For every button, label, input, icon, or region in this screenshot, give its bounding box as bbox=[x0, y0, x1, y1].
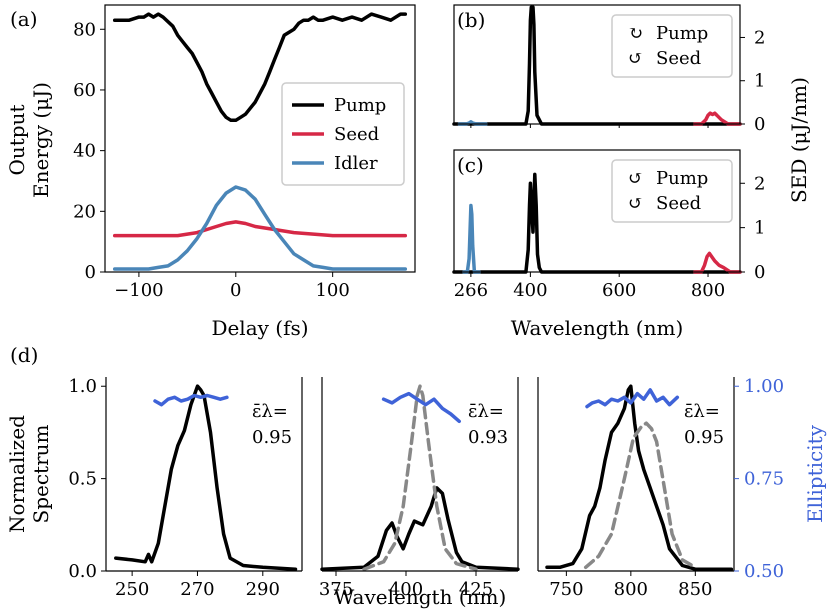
legend-box bbox=[281, 82, 405, 186]
series-spectrum-line bbox=[320, 486, 520, 571]
panel-a: −100 0 100 0 20 40 60 80 (a) Delay (fs) Output Ener… bbox=[5, 4, 416, 340]
panel-c-ytick-label: 0 bbox=[754, 262, 765, 283]
panel-c-ytick-label: 1 bbox=[754, 218, 765, 239]
ellipticity-annotation-value: 0.95 bbox=[252, 427, 292, 448]
series-spectrum-line bbox=[545, 384, 734, 571]
panel-d3-ytick-right-label: 0.50 bbox=[744, 561, 784, 582]
legend-symbol-seed: ↺ bbox=[628, 48, 643, 69]
panel-d1-xtick-label: 290 bbox=[246, 579, 280, 600]
panel-a-xtick-label: 0 bbox=[230, 280, 241, 301]
panel-b-frame bbox=[453, 4, 741, 125]
ellipticity-annotation-symbol: ε̄λ= bbox=[684, 401, 720, 422]
x-axis-label: Delay (fs) bbox=[211, 316, 308, 340]
panel-d1: 250 270 290 0.0 0.5 1.0 ε̄λ= 0.95 (d) Normalized S… bbox=[5, 343, 303, 600]
legend-box bbox=[611, 14, 733, 78]
ellipticity-annotation-value: 0.95 bbox=[684, 427, 724, 448]
series-idler-line bbox=[112, 185, 408, 271]
panel-d1-xtick-label: 250 bbox=[115, 579, 149, 600]
legend-symbol-pump: ↺ bbox=[628, 168, 643, 189]
legend-label-seed: Seed bbox=[656, 193, 701, 214]
panel-a-ytick-label: 80 bbox=[73, 19, 96, 40]
y-axis-label: Output bbox=[5, 104, 29, 175]
panel-b: 0 1 2 (b) ↻ Pump ↺ Seed bbox=[452, 4, 765, 135]
panel-label: (c) bbox=[457, 153, 484, 177]
panel-d2-xtick-label: 375 bbox=[319, 579, 353, 600]
panel-c-xtick-label: 400 bbox=[513, 280, 547, 301]
panel-d2: 375 400 425 ε̄λ= 0.93 Wavelength (nm) bbox=[319, 377, 520, 609]
series-ellipticity-line bbox=[585, 388, 680, 409]
panel-d3-ytick-right-label: 0.75 bbox=[744, 469, 784, 490]
series-pump-line bbox=[452, 172, 742, 274]
ellipticity-annotation-symbol: ε̄λ= bbox=[468, 401, 504, 422]
series-reference-line bbox=[362, 384, 478, 571]
y-axis-label: Normalized bbox=[5, 415, 29, 533]
legend-symbol-seed: ↺ bbox=[628, 193, 643, 214]
panel-a-frame bbox=[104, 4, 416, 273]
y-axis-label: SED (μJ/nm) bbox=[787, 77, 811, 203]
series-seed-line bbox=[112, 220, 408, 238]
legend-label-pump: Pump bbox=[656, 23, 708, 44]
series-seed-line bbox=[692, 111, 742, 126]
panel-c-xtick-label: 800 bbox=[691, 280, 725, 301]
panel-a-ytick-label: 0 bbox=[85, 262, 96, 283]
series-pump-line bbox=[112, 12, 408, 123]
panel-label: (b) bbox=[457, 8, 485, 32]
panel-d2-xtick-label: 400 bbox=[389, 579, 423, 600]
series-idler-line bbox=[462, 203, 482, 274]
panel-d3: 750 800 850 0.50 0.75 1.00 Ellipticity ε̄λ= 0.95 bbox=[537, 376, 827, 600]
legend-label-idler: Idler bbox=[334, 153, 378, 174]
panel-a-ytick-label: 20 bbox=[73, 201, 96, 222]
series-ellipticity-line bbox=[153, 393, 229, 407]
legend-label-pump: Pump bbox=[334, 95, 386, 116]
panel-d3-xtick-label: 850 bbox=[678, 579, 712, 600]
panel-d3-xtick-label: 800 bbox=[614, 579, 648, 600]
panel-b-ytick-label: 1 bbox=[754, 71, 765, 92]
panel-d1-ytick-label: 0.5 bbox=[68, 469, 97, 490]
panel-a-xtick-label: 100 bbox=[315, 280, 349, 301]
legend-label-seed: Seed bbox=[334, 124, 379, 145]
panel-b-ytick-label: 2 bbox=[754, 27, 765, 48]
legend-box bbox=[611, 159, 733, 223]
panel-a-ytick-label: 60 bbox=[73, 80, 96, 101]
y-axis-label: Energy (μJ) bbox=[29, 82, 53, 198]
panel-d1-ytick-label: 0.0 bbox=[68, 561, 97, 582]
y-axis-label: Spectrum bbox=[29, 424, 53, 523]
panel-a-xtick-label: −100 bbox=[114, 280, 163, 301]
series-spectrum-line bbox=[114, 384, 298, 571]
panel-a-ytick-label: 40 bbox=[73, 141, 96, 162]
legend-label-pump: Pump bbox=[656, 168, 708, 189]
panel-c-xtick-label: 600 bbox=[602, 280, 636, 301]
panel-c-frame bbox=[453, 149, 741, 273]
series-ellipticity-line bbox=[381, 391, 461, 424]
panel-d2-xtick-label: 425 bbox=[459, 579, 493, 600]
panel-c-ytick-label: 2 bbox=[754, 173, 765, 194]
panel-d1-xtick-label: 270 bbox=[180, 579, 214, 600]
panel-c-xtick-label: 266 bbox=[454, 280, 488, 301]
x-axis-label: Wavelength (nm) bbox=[511, 316, 684, 340]
panel-label: (d) bbox=[10, 343, 38, 367]
panel-d1-ytick-label: 1.0 bbox=[68, 376, 97, 397]
legend-symbol-pump: ↻ bbox=[628, 23, 643, 44]
panel-d3-xtick-label: 750 bbox=[549, 579, 583, 600]
ellipticity-annotation-value: 0.93 bbox=[468, 427, 508, 448]
panel-d3-ytick-right-label: 1.00 bbox=[744, 376, 784, 397]
x-axis-label: Wavelength (nm) bbox=[334, 585, 507, 609]
legend-label-seed: Seed bbox=[656, 48, 701, 69]
panel-label: (a) bbox=[10, 7, 38, 31]
series-reference-line bbox=[583, 421, 698, 570]
panel-c: 266 400 600 800 0 1 2 (c) ↺ Pump ↺ Seed Wavelength (… bbox=[452, 77, 811, 340]
series-pump-line bbox=[452, 5, 742, 126]
ellipticity-annotation-symbol: ε̄λ= bbox=[252, 401, 288, 422]
y-axis-label-right: Ellipticity bbox=[803, 424, 827, 523]
series-seed-line bbox=[692, 251, 742, 274]
panel-b-ytick-label: 0 bbox=[754, 114, 765, 135]
